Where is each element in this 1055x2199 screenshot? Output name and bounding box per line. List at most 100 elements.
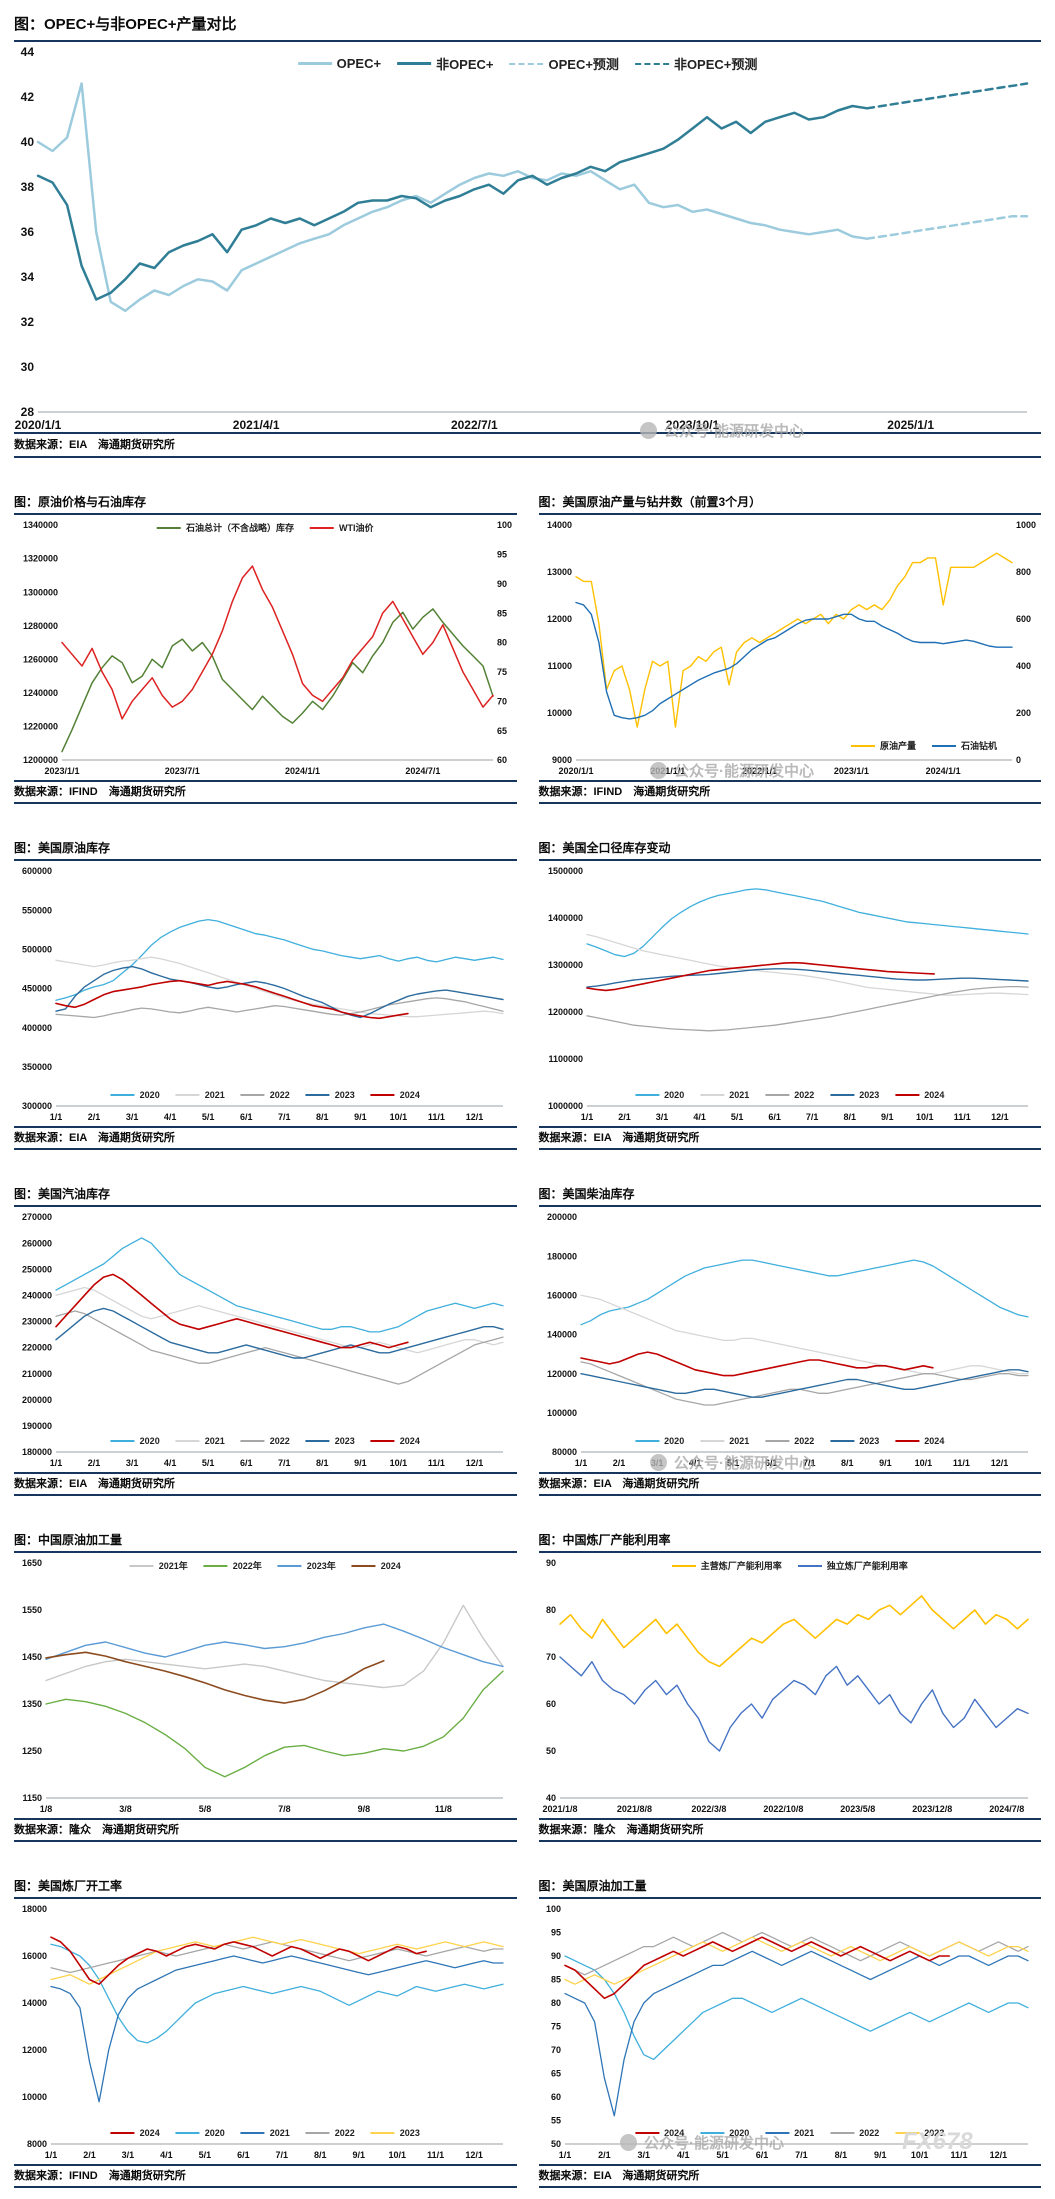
svg-text:1000000: 1000000	[547, 1101, 582, 1111]
series-2021	[55, 956, 504, 1018]
svg-text:12000: 12000	[22, 2045, 47, 2055]
svg-text:11/1: 11/1	[428, 1458, 445, 1468]
svg-text:6/1: 6/1	[240, 1458, 253, 1468]
series-非OPEC+预测	[865, 82, 1029, 110]
legend-item: WTI油价	[310, 521, 374, 534]
divider	[14, 456, 1041, 458]
svg-text:44: 44	[21, 45, 35, 59]
legend-label: 2023	[859, 1436, 880, 1446]
chart-canvas: 1200000 1220000 1240000 1260000 1280000 13000…	[23, 520, 512, 776]
china-crude-processing-chart: 1150 1250 1350 1450 1550 1650 1/8 3/8 5/8 7/8 9/8 1…	[14, 1553, 517, 1818]
divider	[538, 802, 1041, 804]
svg-text:2/1: 2/1	[618, 1112, 631, 1122]
svg-text:8/1: 8/1	[316, 1112, 329, 1122]
us-refinery-operating-chart: 8000 10000 12000 14000 16000 18000 1/1 2/1 3/1 4/…	[14, 1899, 517, 2164]
svg-text:210000: 210000	[22, 1369, 52, 1379]
legend-label: 2024	[924, 1090, 945, 1100]
svg-text:180000: 180000	[22, 1447, 52, 1457]
legend-label: 2020	[664, 1090, 685, 1100]
chart-canvas: 80000 100000 120000 140000 160000 180000 20000…	[546, 1212, 1029, 1468]
svg-text:10/1: 10/1	[916, 1112, 934, 1122]
svg-text:1350: 1350	[22, 1699, 42, 1709]
svg-text:1/1: 1/1	[558, 2150, 571, 2160]
legend-swatch	[370, 1094, 395, 1096]
legend-swatch	[175, 2132, 200, 2134]
legend-item: 2021	[700, 1090, 749, 1100]
svg-text:32: 32	[21, 315, 35, 329]
svg-text:270000: 270000	[22, 1212, 52, 1222]
divider	[14, 1818, 517, 1820]
chart-canvas: 300000 350000 400000 450000 500000 550000 6000…	[22, 866, 504, 1122]
svg-text:12/1: 12/1	[990, 1458, 1008, 1468]
svg-text:1/1: 1/1	[574, 1458, 587, 1468]
svg-text:1000: 1000	[1016, 520, 1036, 530]
series-2023	[55, 1307, 504, 1359]
us-diesel-inventory-panel: 图：美国柴油库存 80000 100000 120000 140000 160000 18…	[538, 1183, 1042, 1496]
legend-swatch	[305, 2132, 330, 2134]
legend-swatch	[895, 1440, 920, 1442]
legend-swatch	[895, 2132, 920, 2134]
svg-text:12/1: 12/1	[465, 2150, 483, 2160]
legend-item: 2024	[351, 1561, 401, 1571]
svg-text:11000: 11000	[547, 661, 572, 671]
svg-text:1450: 1450	[22, 1652, 42, 1662]
series-2023	[55, 965, 504, 1019]
us-crude-processing-chart: 50 55 60 65 70 75 80 85 90 95 100 1/1 2/1 3/1 4/1 5/1 6/…	[539, 1899, 1042, 2164]
svg-text:55: 55	[550, 2116, 560, 2126]
svg-text:1100000: 1100000	[548, 1054, 583, 1064]
legend-label: 非OPEC+	[436, 57, 494, 72]
series-2024	[55, 1273, 409, 1349]
svg-text:9/8: 9/8	[358, 1804, 371, 1814]
svg-text:500000: 500000	[22, 944, 52, 954]
divider	[14, 432, 1041, 434]
legend-item: 2022	[765, 1090, 814, 1100]
legend-swatch	[277, 1564, 302, 1567]
svg-text:100: 100	[545, 1904, 560, 1914]
svg-text:5/1: 5/1	[199, 2150, 212, 2160]
legend-label: 原油产量	[879, 741, 916, 751]
legend-label: 2023年	[306, 1561, 336, 1571]
svg-text:1200000: 1200000	[23, 755, 58, 765]
svg-text:1/1: 1/1	[580, 1112, 593, 1122]
chart-title: 图：美国汽油库存	[14, 1187, 111, 1201]
svg-text:10/1: 10/1	[914, 1458, 932, 1468]
svg-text:2022/7/1: 2022/7/1	[451, 418, 498, 432]
divider	[538, 1126, 1041, 1128]
legend-label: 2021	[269, 2128, 290, 2138]
legend-swatch	[830, 1094, 855, 1096]
svg-text:12000: 12000	[546, 614, 571, 624]
series-2024	[585, 961, 935, 992]
svg-text:2022/1/1: 2022/1/1	[742, 766, 777, 776]
series-2022	[585, 985, 1029, 1032]
svg-text:2020/1/1: 2020/1/1	[558, 766, 593, 776]
svg-text:1200000: 1200000	[547, 1007, 582, 1017]
legend-item: 2020	[635, 1436, 684, 1446]
divider	[14, 513, 517, 515]
oil-price-inventory-chart: 1200000 1220000 1240000 1260000 1280000 13000…	[14, 515, 517, 780]
series-WTI油价	[61, 565, 494, 720]
legend-swatch	[305, 1094, 330, 1096]
svg-text:11/1: 11/1	[952, 1458, 969, 1468]
svg-text:8/1: 8/1	[314, 2150, 327, 2160]
us-diesel-inventory-chart: 80000 100000 120000 140000 160000 180000 20000…	[539, 1207, 1042, 1472]
divider	[14, 1840, 517, 1842]
legend-label: 2024	[924, 1436, 945, 1446]
legend-label: 2023	[924, 2128, 945, 2138]
svg-text:250000: 250000	[22, 1264, 52, 1274]
data-source: 数据来源：EIA 海通期货研究所	[14, 1478, 175, 1490]
legend-item: 2020	[700, 2128, 749, 2138]
svg-text:95: 95	[550, 1928, 560, 1938]
svg-text:3/1: 3/1	[637, 2150, 650, 2160]
svg-text:5/8: 5/8	[199, 1804, 212, 1814]
legend-label: OPEC+预测	[548, 57, 619, 72]
chart-row-2: 图：美国原油库存 300000 350000 400000 450000 500000 5…	[14, 837, 1041, 1150]
series-石油总计（不含战略）库存	[61, 608, 494, 753]
series-2020	[563, 1955, 1029, 2061]
us-gasoline-inventory-chart: 180000 190000 200000 210000 220000 230000 2400…	[14, 1207, 517, 1472]
legend-item: 2021	[175, 1090, 225, 1100]
divider	[14, 1126, 517, 1128]
svg-text:75: 75	[550, 2022, 560, 2032]
chart-canvas: 180000 190000 200000 210000 220000 230000 2400…	[22, 1212, 504, 1468]
data-source: 数据来源：隆众 海通期货研究所	[14, 1824, 179, 1836]
opec-production-chart: 28 30 32 34 36 38 40 42 44 2020/1/1 2021/4/1 2022/7…	[14, 42, 1041, 432]
